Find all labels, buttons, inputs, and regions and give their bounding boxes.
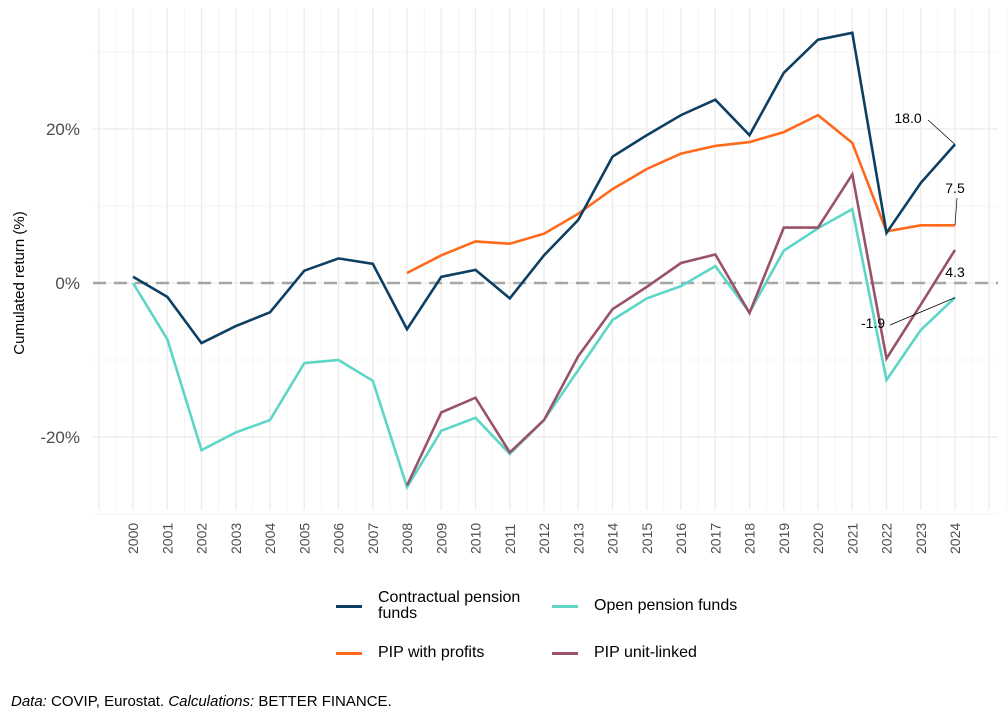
annotation-label: 7.5 xyxy=(945,180,965,196)
annotation-label: -1.9 xyxy=(861,315,885,331)
x-tick-label: 2015 xyxy=(639,523,655,554)
annotation-leader-line xyxy=(954,197,958,226)
series-line-contractual-pension-funds xyxy=(132,31,956,345)
x-tick-label: 2012 xyxy=(536,523,552,554)
x-tick-label: 2014 xyxy=(605,523,621,554)
line-chart: -20%0%20% 2000 2001 2002 2003 2004 2005 2006 20… xyxy=(11,8,1007,554)
x-tick-label: 2016 xyxy=(673,523,689,554)
legend-label-contractual: Contractual pension xyxy=(378,589,521,606)
x-tick-label: 2018 xyxy=(742,523,758,554)
y-axis-title: Cumulated return (%) xyxy=(11,211,28,354)
caption-data-label: Data: xyxy=(11,693,47,710)
y-axis-ticks: -20% 0% 20% xyxy=(40,120,80,447)
x-tick-label: 2003 xyxy=(228,523,244,554)
legend-key-open xyxy=(552,604,578,608)
x-tick-label: 2005 xyxy=(296,523,312,554)
legend-label-pip-unit: PIP unit-linked xyxy=(594,644,697,661)
x-tick-label: 2022 xyxy=(879,523,895,554)
x-tick-label: 2008 xyxy=(399,523,415,554)
legend: Contractual pension funds Open pension f… xyxy=(336,588,776,668)
y-tick-label: 0% xyxy=(55,274,80,293)
series-lines xyxy=(131,31,957,491)
x-tick-label: 2021 xyxy=(844,523,860,554)
y-tick-label: 20% xyxy=(46,120,80,139)
grid xyxy=(93,8,1007,515)
x-tick-label: 2000 xyxy=(125,523,141,554)
x-tick-label: 2020 xyxy=(810,523,826,554)
legend-key-pip-unit xyxy=(552,651,578,655)
x-tick-label: 2006 xyxy=(331,523,347,554)
legend-item-contractual: Contractual pension funds xyxy=(336,590,520,622)
x-tick-label: 2007 xyxy=(365,523,381,554)
x-tick-label: 2001 xyxy=(159,523,175,554)
x-tick-label: 2019 xyxy=(776,523,792,554)
caption-calc-label: Calculations: xyxy=(168,693,255,710)
series-line-pip-unit-linked xyxy=(405,170,957,487)
legend-item-open: Open pension funds xyxy=(552,598,737,614)
annotation-leader-line xyxy=(889,297,956,326)
x-tick-label: 2009 xyxy=(433,523,449,554)
legend-label-pip-profits: PIP with profits xyxy=(378,644,485,661)
legend-item-pip-unit: PIP unit-linked xyxy=(552,645,697,661)
x-tick-label: 2013 xyxy=(570,523,586,554)
x-tick-label: 2011 xyxy=(502,524,518,554)
x-tick-label: 2023 xyxy=(913,523,929,554)
annotation-label: 4.3 xyxy=(945,264,965,280)
x-tick-label: 2002 xyxy=(194,523,210,554)
annotation-label: 18.0 xyxy=(894,110,921,126)
caption-data-text: COVIP, Eurostat. xyxy=(46,693,169,710)
legend-label-contractual-line2: funds xyxy=(378,605,418,622)
y-tick-label: -20% xyxy=(40,428,80,447)
legend-key-pip-profits xyxy=(336,651,362,655)
source-caption: Data: COVIP, Eurostat. Calculations: BET… xyxy=(11,693,392,710)
series-line-pip-with-profits xyxy=(406,113,955,275)
x-tick-label: 2024 xyxy=(947,523,963,554)
x-axis-ticks: 2000 2001 2002 2003 2004 2005 2006 2007 2008 2009… xyxy=(125,523,963,554)
legend-label-open: Open pension funds xyxy=(594,597,738,614)
legend-key-contractual xyxy=(336,604,362,608)
x-tick-label: 2004 xyxy=(262,523,278,554)
caption-calc-text: BETTER FINANCE. xyxy=(254,693,392,710)
end-annotations: 18.0 7.5 4.3 -1.9 xyxy=(861,110,965,331)
legend-item-pip-profits: PIP with profits xyxy=(336,645,484,661)
annotation-leader-line xyxy=(927,119,956,145)
x-tick-label: 2010 xyxy=(468,523,484,554)
x-tick-label: 2017 xyxy=(707,523,723,554)
